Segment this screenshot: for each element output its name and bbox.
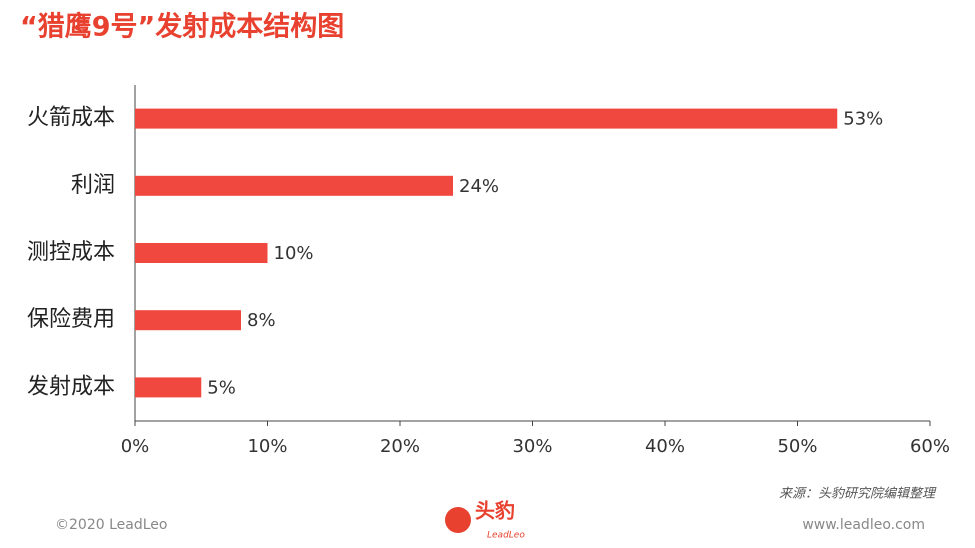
y-tick-label: 测控成本 <box>27 240 115 265</box>
logo-icon <box>445 507 471 533</box>
x-tick-label: 60% <box>910 436 950 457</box>
bar <box>135 377 202 398</box>
y-tick-label: 火箭成本 <box>27 106 115 131</box>
bar <box>135 108 838 129</box>
x-tick-label: 20% <box>380 436 420 457</box>
x-tick-label: 30% <box>512 436 552 457</box>
bar <box>135 175 453 196</box>
footer-left: ©2020 LeadLeo <box>55 517 167 533</box>
y-tick-label: 发射成本 <box>27 374 115 399</box>
logo-text: 头豹 <box>475 499 515 523</box>
value-label: 53% <box>843 109 883 130</box>
footer-right: www.leadleo.com <box>802 517 925 533</box>
x-tick-label: 40% <box>645 436 685 457</box>
x-tick-label: 50% <box>777 436 817 457</box>
bar <box>135 243 268 263</box>
source-note: 来源：头豹研究院编辑整理 <box>779 486 937 502</box>
value-label: 24% <box>459 176 499 197</box>
y-tick-label: 利润 <box>71 173 115 198</box>
value-label: 5% <box>207 377 236 398</box>
chart-title: “猎鹰9号”发射成本结构图 <box>20 11 344 43</box>
x-tick-label: 10% <box>247 436 287 457</box>
value-label: 10% <box>274 243 314 264</box>
y-tick-label: 保险费用 <box>27 307 115 332</box>
value-label: 8% <box>247 310 276 331</box>
logo-subtext: LeadLeo <box>487 531 525 541</box>
bar <box>135 310 241 331</box>
x-tick-label: 0% <box>121 436 150 457</box>
